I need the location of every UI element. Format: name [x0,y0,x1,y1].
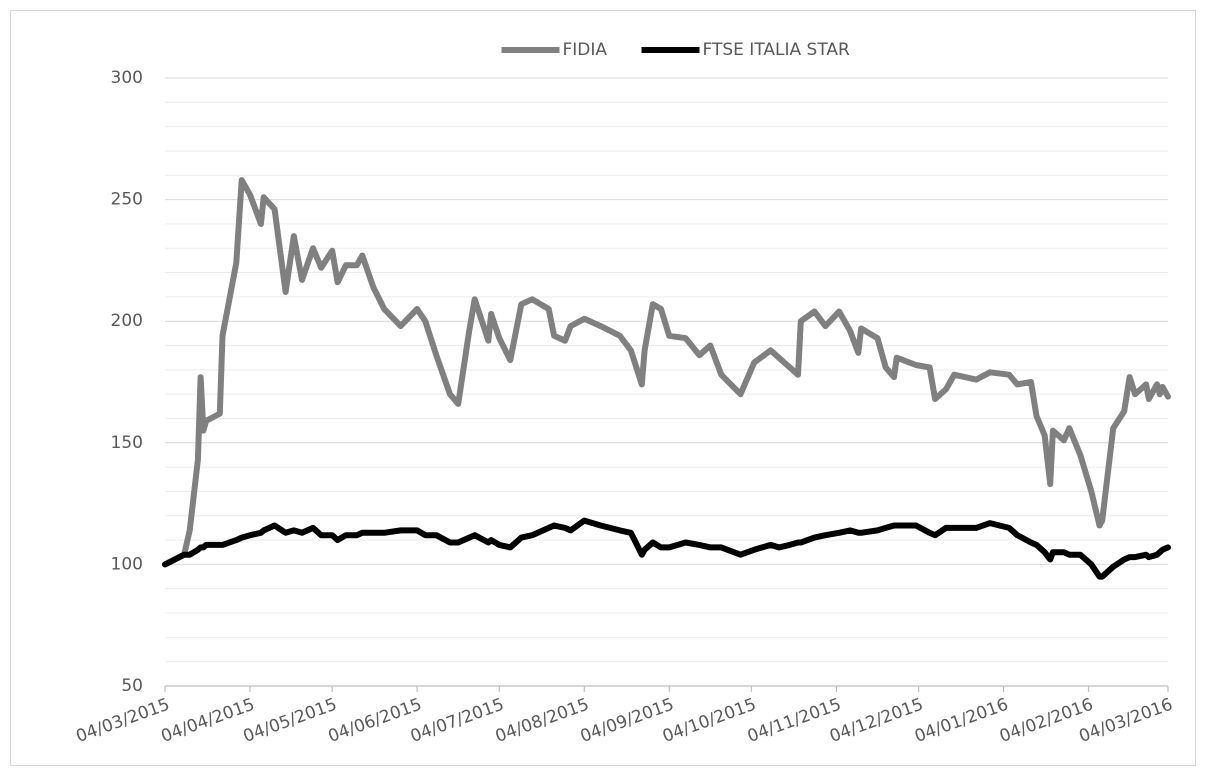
y-tick-label: 100 [111,554,143,574]
y-tick-label: 50 [121,676,143,696]
y-tick-label: 300 [111,68,143,88]
series-line [162,517,1171,580]
y-tick-label: 250 [111,190,143,210]
legend-label: FTSE ITALIA STAR [703,40,851,60]
y-tick-label: 200 [111,311,143,331]
series-line [162,177,1171,568]
y-tick-label: 150 [111,433,143,453]
chart-border [10,10,1196,766]
legend-label: FIDIA [563,40,608,60]
